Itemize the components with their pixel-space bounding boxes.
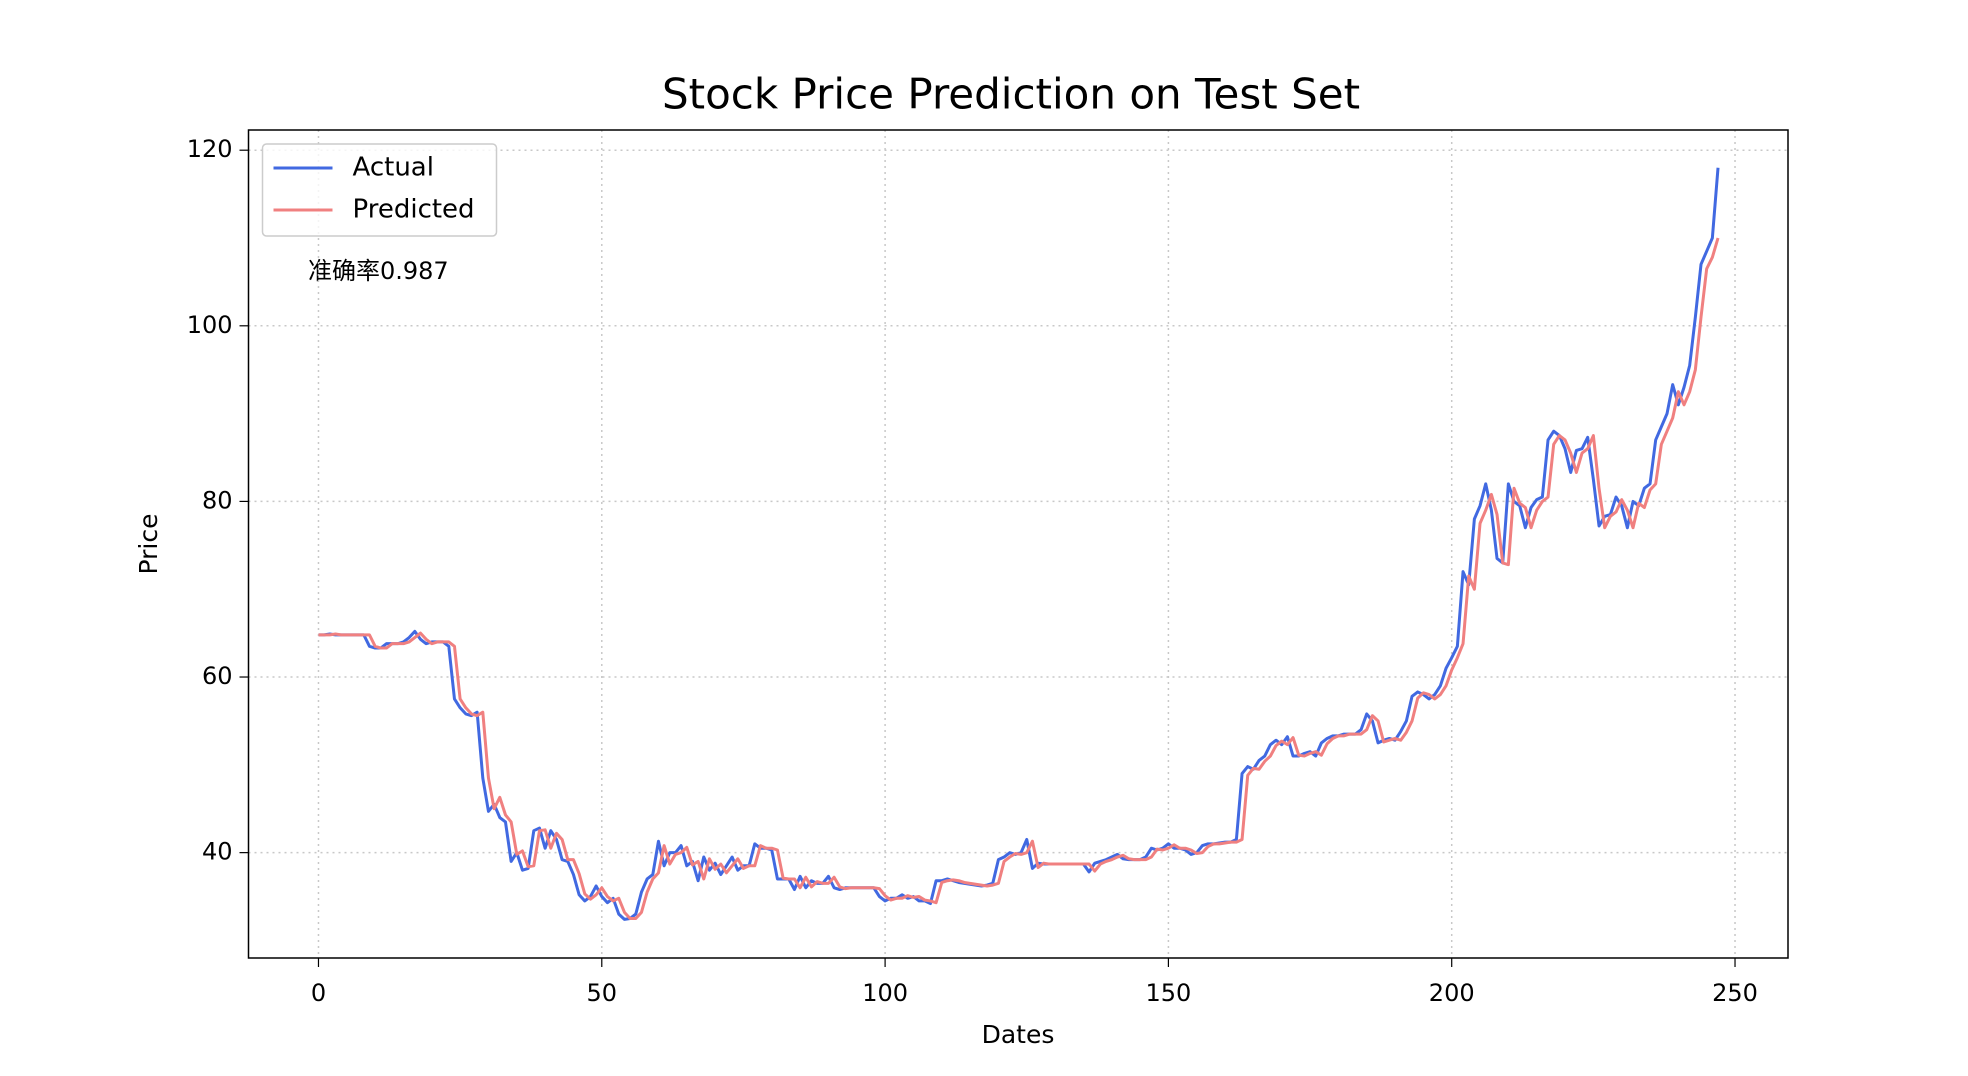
y-tick-label: 120 <box>187 135 233 163</box>
legend-label: Predicted <box>353 195 475 225</box>
x-tick-label: 250 <box>1712 979 1758 1007</box>
x-tick-label: 200 <box>1429 979 1475 1007</box>
chart-title: Stock Price Prediction on Test Set <box>662 70 1360 119</box>
y-axis-label: Price <box>134 514 163 575</box>
x-tick-label: 50 <box>587 979 618 1007</box>
x-tick-label: 150 <box>1145 979 1191 1007</box>
y-tick-label: 80 <box>202 486 233 514</box>
line-series <box>318 237 1720 920</box>
x-axis-label: Dates <box>982 1020 1055 1049</box>
annotation: 准确率0.987 <box>308 257 449 285</box>
x-tick-label: 100 <box>862 979 908 1007</box>
x-tick-label: 0 <box>311 979 326 1007</box>
plot-frame <box>247 129 1789 959</box>
legend-label: Actual <box>353 153 434 183</box>
y-tick-label: 60 <box>202 662 233 690</box>
y-tick-label: 40 <box>202 838 233 866</box>
y-tick-label: 100 <box>187 311 233 339</box>
